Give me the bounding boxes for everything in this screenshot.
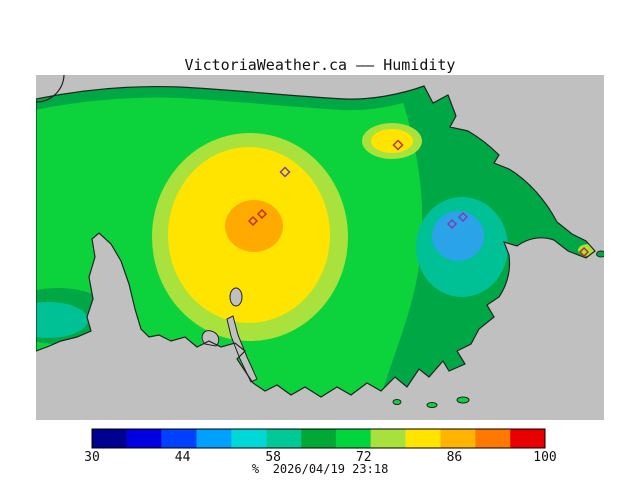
colorbar-segment xyxy=(301,429,337,448)
colorbar-segment xyxy=(161,429,197,448)
colorbar-tick-label: 58 xyxy=(265,450,281,465)
corner-arc xyxy=(36,75,65,103)
station-marker-icon xyxy=(578,246,590,258)
islet-south-2 xyxy=(426,402,438,408)
colorbar-tick-label: 30 xyxy=(84,450,100,465)
lake xyxy=(229,287,243,307)
colorbar-segment xyxy=(405,429,441,448)
colorbar-segment xyxy=(196,429,232,448)
colorbar-segment xyxy=(231,429,267,448)
colorbar-segment xyxy=(510,429,545,448)
station-marker-icon xyxy=(247,215,259,227)
station-marker-icon xyxy=(256,208,268,220)
colorbar-segment xyxy=(440,429,476,448)
colorbar: 30 44 58 72 86 100 xyxy=(84,428,557,465)
station-markers xyxy=(247,139,590,258)
islet-east xyxy=(596,250,604,258)
timestamp-label: 2026/04/19 23:18 xyxy=(273,462,389,476)
contour-blue-core xyxy=(432,211,484,261)
islet-south-1 xyxy=(456,396,470,404)
colorbar-segment xyxy=(266,429,302,448)
colorbar-tick-label: 86 xyxy=(447,450,463,465)
station-marker-icon xyxy=(392,139,404,151)
map-area xyxy=(36,75,604,420)
colorbar-tick-label: 100 xyxy=(533,450,556,465)
colorbar-segment xyxy=(475,429,511,448)
station-marker-icon xyxy=(279,166,291,178)
colorbar-segment xyxy=(335,429,371,448)
colorbar-segment xyxy=(370,429,406,448)
contour-north-band xyxy=(36,86,423,111)
colorbar-segment xyxy=(92,429,127,448)
colorbar-tick-label: 72 xyxy=(356,450,372,465)
islet-south-3 xyxy=(392,399,402,405)
colorbar-segment xyxy=(126,429,162,448)
station-marker-icon xyxy=(446,218,458,230)
page-title: VictoriaWeather.ca —— Humidity xyxy=(185,56,456,74)
contour-north-yellow-spot xyxy=(371,129,413,153)
contour-orange-core xyxy=(225,200,283,252)
contour-southwest-teal xyxy=(36,302,88,338)
colorbar-border xyxy=(91,428,546,449)
station-marker-icon xyxy=(457,211,469,223)
colorbar-tick-label: 44 xyxy=(175,450,191,465)
unit-label: % xyxy=(252,462,260,476)
